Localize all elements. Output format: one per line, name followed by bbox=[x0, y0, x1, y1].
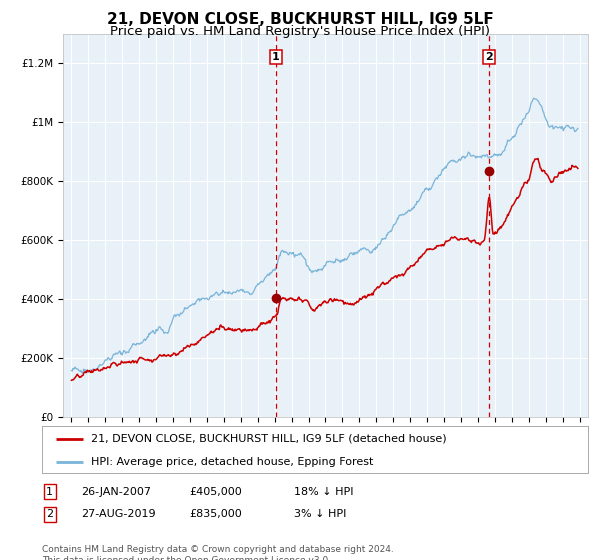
Text: 3% ↓ HPI: 3% ↓ HPI bbox=[294, 509, 346, 519]
Text: £405,000: £405,000 bbox=[189, 487, 242, 497]
Text: 2: 2 bbox=[485, 52, 493, 62]
Text: 1: 1 bbox=[272, 52, 280, 62]
Text: £835,000: £835,000 bbox=[189, 509, 242, 519]
Text: HPI: Average price, detached house, Epping Forest: HPI: Average price, detached house, Eppi… bbox=[91, 457, 374, 467]
Text: 2: 2 bbox=[46, 509, 53, 519]
Text: 27-AUG-2019: 27-AUG-2019 bbox=[81, 509, 155, 519]
Text: 26-JAN-2007: 26-JAN-2007 bbox=[81, 487, 151, 497]
Text: Contains HM Land Registry data © Crown copyright and database right 2024.
This d: Contains HM Land Registry data © Crown c… bbox=[42, 545, 394, 560]
Text: 21, DEVON CLOSE, BUCKHURST HILL, IG9 5LF: 21, DEVON CLOSE, BUCKHURST HILL, IG9 5LF bbox=[107, 12, 493, 27]
Text: Price paid vs. HM Land Registry's House Price Index (HPI): Price paid vs. HM Land Registry's House … bbox=[110, 25, 490, 38]
Text: 18% ↓ HPI: 18% ↓ HPI bbox=[294, 487, 353, 497]
Text: 21, DEVON CLOSE, BUCKHURST HILL, IG9 5LF (detached house): 21, DEVON CLOSE, BUCKHURST HILL, IG9 5LF… bbox=[91, 434, 447, 444]
Text: 1: 1 bbox=[46, 487, 53, 497]
